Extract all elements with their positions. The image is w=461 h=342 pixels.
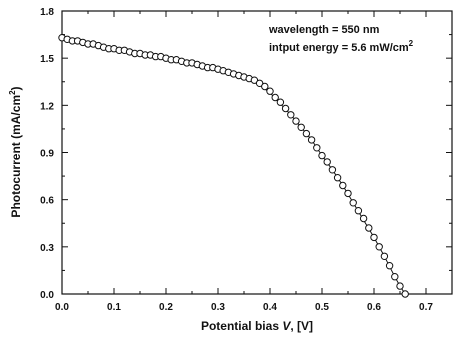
- tick-labels: 0.0 0.1 0.2 0.3 0.4 0.5 0.6 0.7 0.0 0.3 0.6 0.9 1.2 1…: [40, 7, 433, 313]
- annotation-energy-sup: 2: [409, 39, 414, 48]
- y-axis-label-close: ): [9, 86, 23, 90]
- y-axis-label-sup: 2: [8, 90, 17, 95]
- data-point: [318, 151, 326, 160]
- data-point: [365, 224, 373, 232]
- x-axis-label-prefix: Potential bias: [201, 319, 282, 333]
- annotation-energy: intput energy = 5.6 mW/cm2: [269, 39, 414, 54]
- data-point: [385, 262, 394, 270]
- data-point: [344, 189, 352, 198]
- data-point: [328, 166, 337, 174]
- x-tick-label: 0.2: [159, 302, 173, 313]
- y-tick-label: 1.2: [40, 101, 54, 112]
- y-tick-label: 0.3: [40, 243, 54, 254]
- x-axis-label-suffix: , [V]: [290, 319, 313, 333]
- data-point: [261, 82, 269, 91]
- x-tick-label: 0.4: [263, 302, 277, 313]
- axis-ticks: [61, 10, 453, 295]
- x-tick-label: 0.6: [367, 302, 381, 313]
- data-point: [276, 98, 285, 106]
- y-tick-label: 1.5: [40, 54, 54, 65]
- x-tick-label: 0.1: [107, 302, 121, 313]
- data-point: [375, 243, 383, 251]
- y-tick-label: 0.6: [40, 196, 54, 207]
- x-tick-label: 0.3: [211, 302, 225, 313]
- data-point: [266, 87, 274, 95]
- data-point: [349, 199, 357, 207]
- data-point: [281, 104, 290, 113]
- data-point: [297, 123, 305, 132]
- x-tick-label: 0.5: [315, 302, 329, 313]
- data-point: [287, 111, 295, 119]
- data-point: [271, 93, 279, 102]
- annotation-energy-main: intput energy = 5.6 mW/cm: [269, 42, 409, 54]
- data-point: [255, 79, 264, 88]
- data-point: [307, 136, 316, 144]
- y-tick-label: 0.9: [40, 149, 54, 160]
- annotation-wavelength: wavelength = 550 nm: [268, 24, 380, 36]
- data-point: [302, 129, 311, 138]
- data-point: [401, 290, 409, 298]
- x-tick-label: 0.0: [55, 302, 69, 313]
- data-point: [380, 252, 389, 260]
- y-tick-label: 1.8: [40, 7, 54, 18]
- x-axis-label: Potential bias V, [V]: [201, 319, 313, 333]
- x-tick-label: 0.7: [419, 302, 433, 313]
- data-point: [292, 117, 300, 125]
- data-point: [391, 273, 399, 281]
- y-axis-label: Photocurrent (mA/cm2): [8, 86, 23, 217]
- y-axis-label-main: Photocurrent (mA/cm: [9, 95, 23, 218]
- data-point: [323, 158, 331, 166]
- data-point: [333, 174, 342, 182]
- data-point: [354, 207, 363, 215]
- data-point: [370, 233, 378, 242]
- y-tick-label: 0.0: [40, 290, 54, 301]
- data-point: [396, 282, 404, 290]
- data-point: [339, 181, 347, 190]
- data-points: [58, 34, 409, 298]
- data-point: [313, 144, 321, 152]
- x-axis-label-variable: V: [282, 319, 291, 333]
- data-point: [359, 214, 368, 223]
